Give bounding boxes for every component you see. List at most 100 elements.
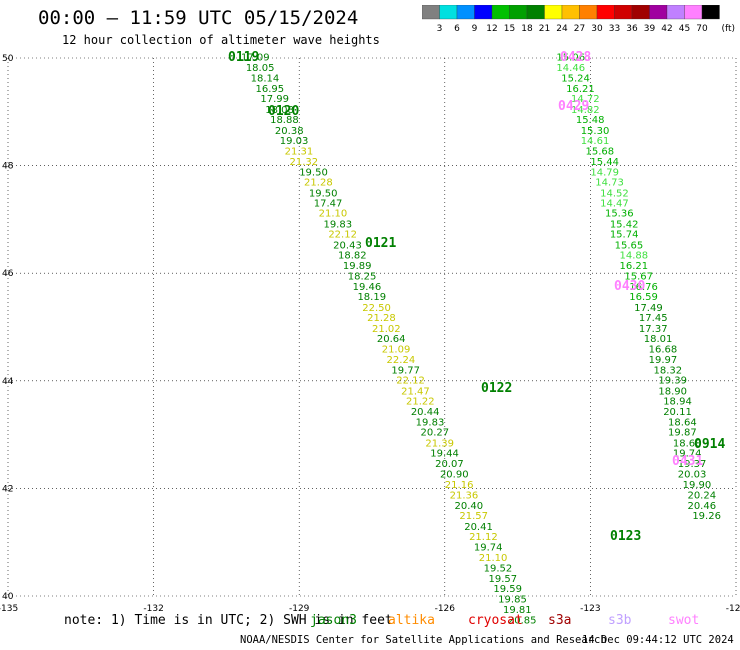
swh-point-label: 22.12 (328, 230, 357, 241)
swh-point-label: 18.88 (270, 115, 299, 126)
swh-point-label: 19.89 (343, 261, 372, 272)
swh-point-label: 14.61 (581, 136, 610, 147)
time-label: 0121 (365, 236, 396, 251)
swh-point-label: 17.09 (241, 53, 270, 64)
legend-altika: altika (388, 613, 435, 628)
swh-point-label: 17.49 (634, 303, 663, 314)
swh-point-label: 19.50 (299, 167, 328, 178)
swh-point-label: 14.52 (600, 188, 629, 199)
legend-s3a: s3a (548, 613, 572, 628)
swh-point-label: 19.59 (493, 584, 522, 595)
colorbar-label: 18 (521, 24, 533, 34)
swh-point-label: 17.99 (260, 94, 289, 105)
swh-point-label: 14.46 (556, 63, 585, 74)
colorbar-label: 33 (609, 24, 620, 34)
swh-point-label: 21.47 (401, 386, 430, 397)
swh-point-label: 19.03 (280, 136, 309, 147)
colorbar-label: 6 (454, 24, 460, 34)
swh-point-label: 20.85 (508, 615, 537, 626)
swh-point-label: 19.77 (391, 365, 420, 376)
colorbar-label: 21 (539, 24, 550, 34)
swh-point-label: 21.39 (425, 438, 454, 449)
swh-point-label: 18.14 (251, 74, 280, 85)
swh-point-label: 18.19 (357, 292, 386, 303)
swh-point-label: 20.90 (440, 470, 469, 481)
swh-point-label: 19.90 (683, 480, 712, 491)
swh-point-label: 18.82 (338, 251, 367, 262)
swh-point-label: 21.28 (367, 313, 396, 324)
colorbar-label: 3 (437, 24, 443, 34)
swh-point-label: 14.88 (620, 251, 649, 262)
swh-point-label: 21.32 (289, 157, 318, 168)
swh-point-label: 22.12 (396, 375, 425, 386)
x-tick-label: -135 (0, 604, 18, 614)
swh-point-label: 15.36 (605, 209, 634, 220)
swh-point-label: 21.02 (372, 324, 401, 335)
swh-point-label: 18.05 (246, 63, 275, 74)
y-tick-label: 46 (2, 269, 14, 279)
colorbar-label: 36 (626, 24, 638, 34)
swh-point-label: 17.37 (639, 324, 668, 335)
color-scale-bar: 3 6 9 12 15 18 21 24 27 30 33 36 39 42 45 70 (ft) (422, 5, 736, 34)
colorbar-label: 39 (644, 24, 656, 34)
swh-point-label: 21.22 (406, 396, 435, 407)
swh-point-label: 19.81 (503, 605, 532, 616)
legend-s3b: s3b (608, 613, 632, 628)
swh-point-label: 16.59 (629, 292, 658, 303)
legend-swot: swot (668, 613, 700, 628)
swh-point-label: 21.12 (469, 532, 498, 543)
time-label: 0123 (610, 529, 641, 544)
colorbar-label: 70 (696, 24, 708, 34)
swh-point-label: 17.45 (639, 313, 668, 324)
y-tick-label: 50 (2, 54, 14, 64)
page-subtitle: 12 hour collection of altimeter wave hei… (62, 33, 380, 47)
colorbar-label: 42 (661, 24, 672, 34)
colorbar-label: 12 (486, 24, 497, 34)
swh-point-label: 21.36 (450, 491, 479, 502)
time-label: 0120 (268, 104, 299, 119)
swh-point-label: 18.64 (668, 417, 697, 428)
swh-point-label: 20.03 (678, 470, 707, 481)
swh-point-label: 20.43 (333, 240, 362, 251)
swh-point-label: 14.73 (595, 178, 624, 189)
swh-point-label: 21.16 (445, 480, 474, 491)
swh-point-label: 16.21 (566, 84, 595, 95)
legend-cryosat: cryosat (468, 613, 523, 628)
time-label: 0430 (614, 279, 645, 294)
swh-point-label: 14.79 (590, 167, 619, 178)
swh-point-label: 15.30 (581, 126, 610, 137)
swh-point-label: 17.47 (314, 198, 343, 209)
swh-point-label: 15.67 (624, 272, 653, 283)
colorbar-label: 30 (591, 24, 603, 34)
swh-point-label: 15.65 (615, 240, 644, 251)
swh-point-label: 19.46 (353, 282, 382, 293)
swh-point-label: 21.28 (304, 178, 333, 189)
swh-point-label: 19.57 (488, 574, 517, 585)
swh-point-label: 19.74 (474, 542, 503, 553)
swh-point-label: 19.37 (678, 459, 707, 470)
colorbar-label: 27 (574, 24, 585, 34)
swh-point-label: 15.42 (610, 219, 639, 230)
credit-text: NOAA/NESDIS Center for Satellite Applica… (240, 634, 607, 646)
swh-point-label: 19.26 (692, 511, 721, 522)
swh-point-label: 15.48 (576, 115, 605, 126)
colorbar-label: 15 (504, 24, 515, 34)
swh-point-label: 20.07 (435, 459, 464, 470)
colorbar-label: 45 (679, 24, 690, 34)
y-tick-label: 48 (2, 162, 14, 172)
time-label: 0428 (560, 50, 591, 65)
swh-point-label: 14.72 (571, 94, 600, 105)
colorbar-unit: (ft) (722, 24, 736, 34)
swh-point-label: 15.74 (610, 230, 639, 241)
timestamp-text: 14 Dec 09:44:12 UTC 2024 (582, 634, 734, 646)
swh-point-label: 20.64 (377, 334, 406, 345)
legend-jason3: jason3 (310, 613, 357, 628)
note-text: note: 1) Time is in UTC; 2) SWH is in fe… (64, 613, 393, 628)
swh-point-label: 21.10 (319, 209, 348, 220)
swh-point-label: 15.06 (556, 53, 585, 64)
swh-point-label: 18.25 (348, 272, 377, 283)
swh-point-label: 18.08 (265, 105, 294, 116)
swh-point-label: 20.38 (275, 126, 304, 137)
swh-point-label: 20.40 (455, 501, 484, 512)
